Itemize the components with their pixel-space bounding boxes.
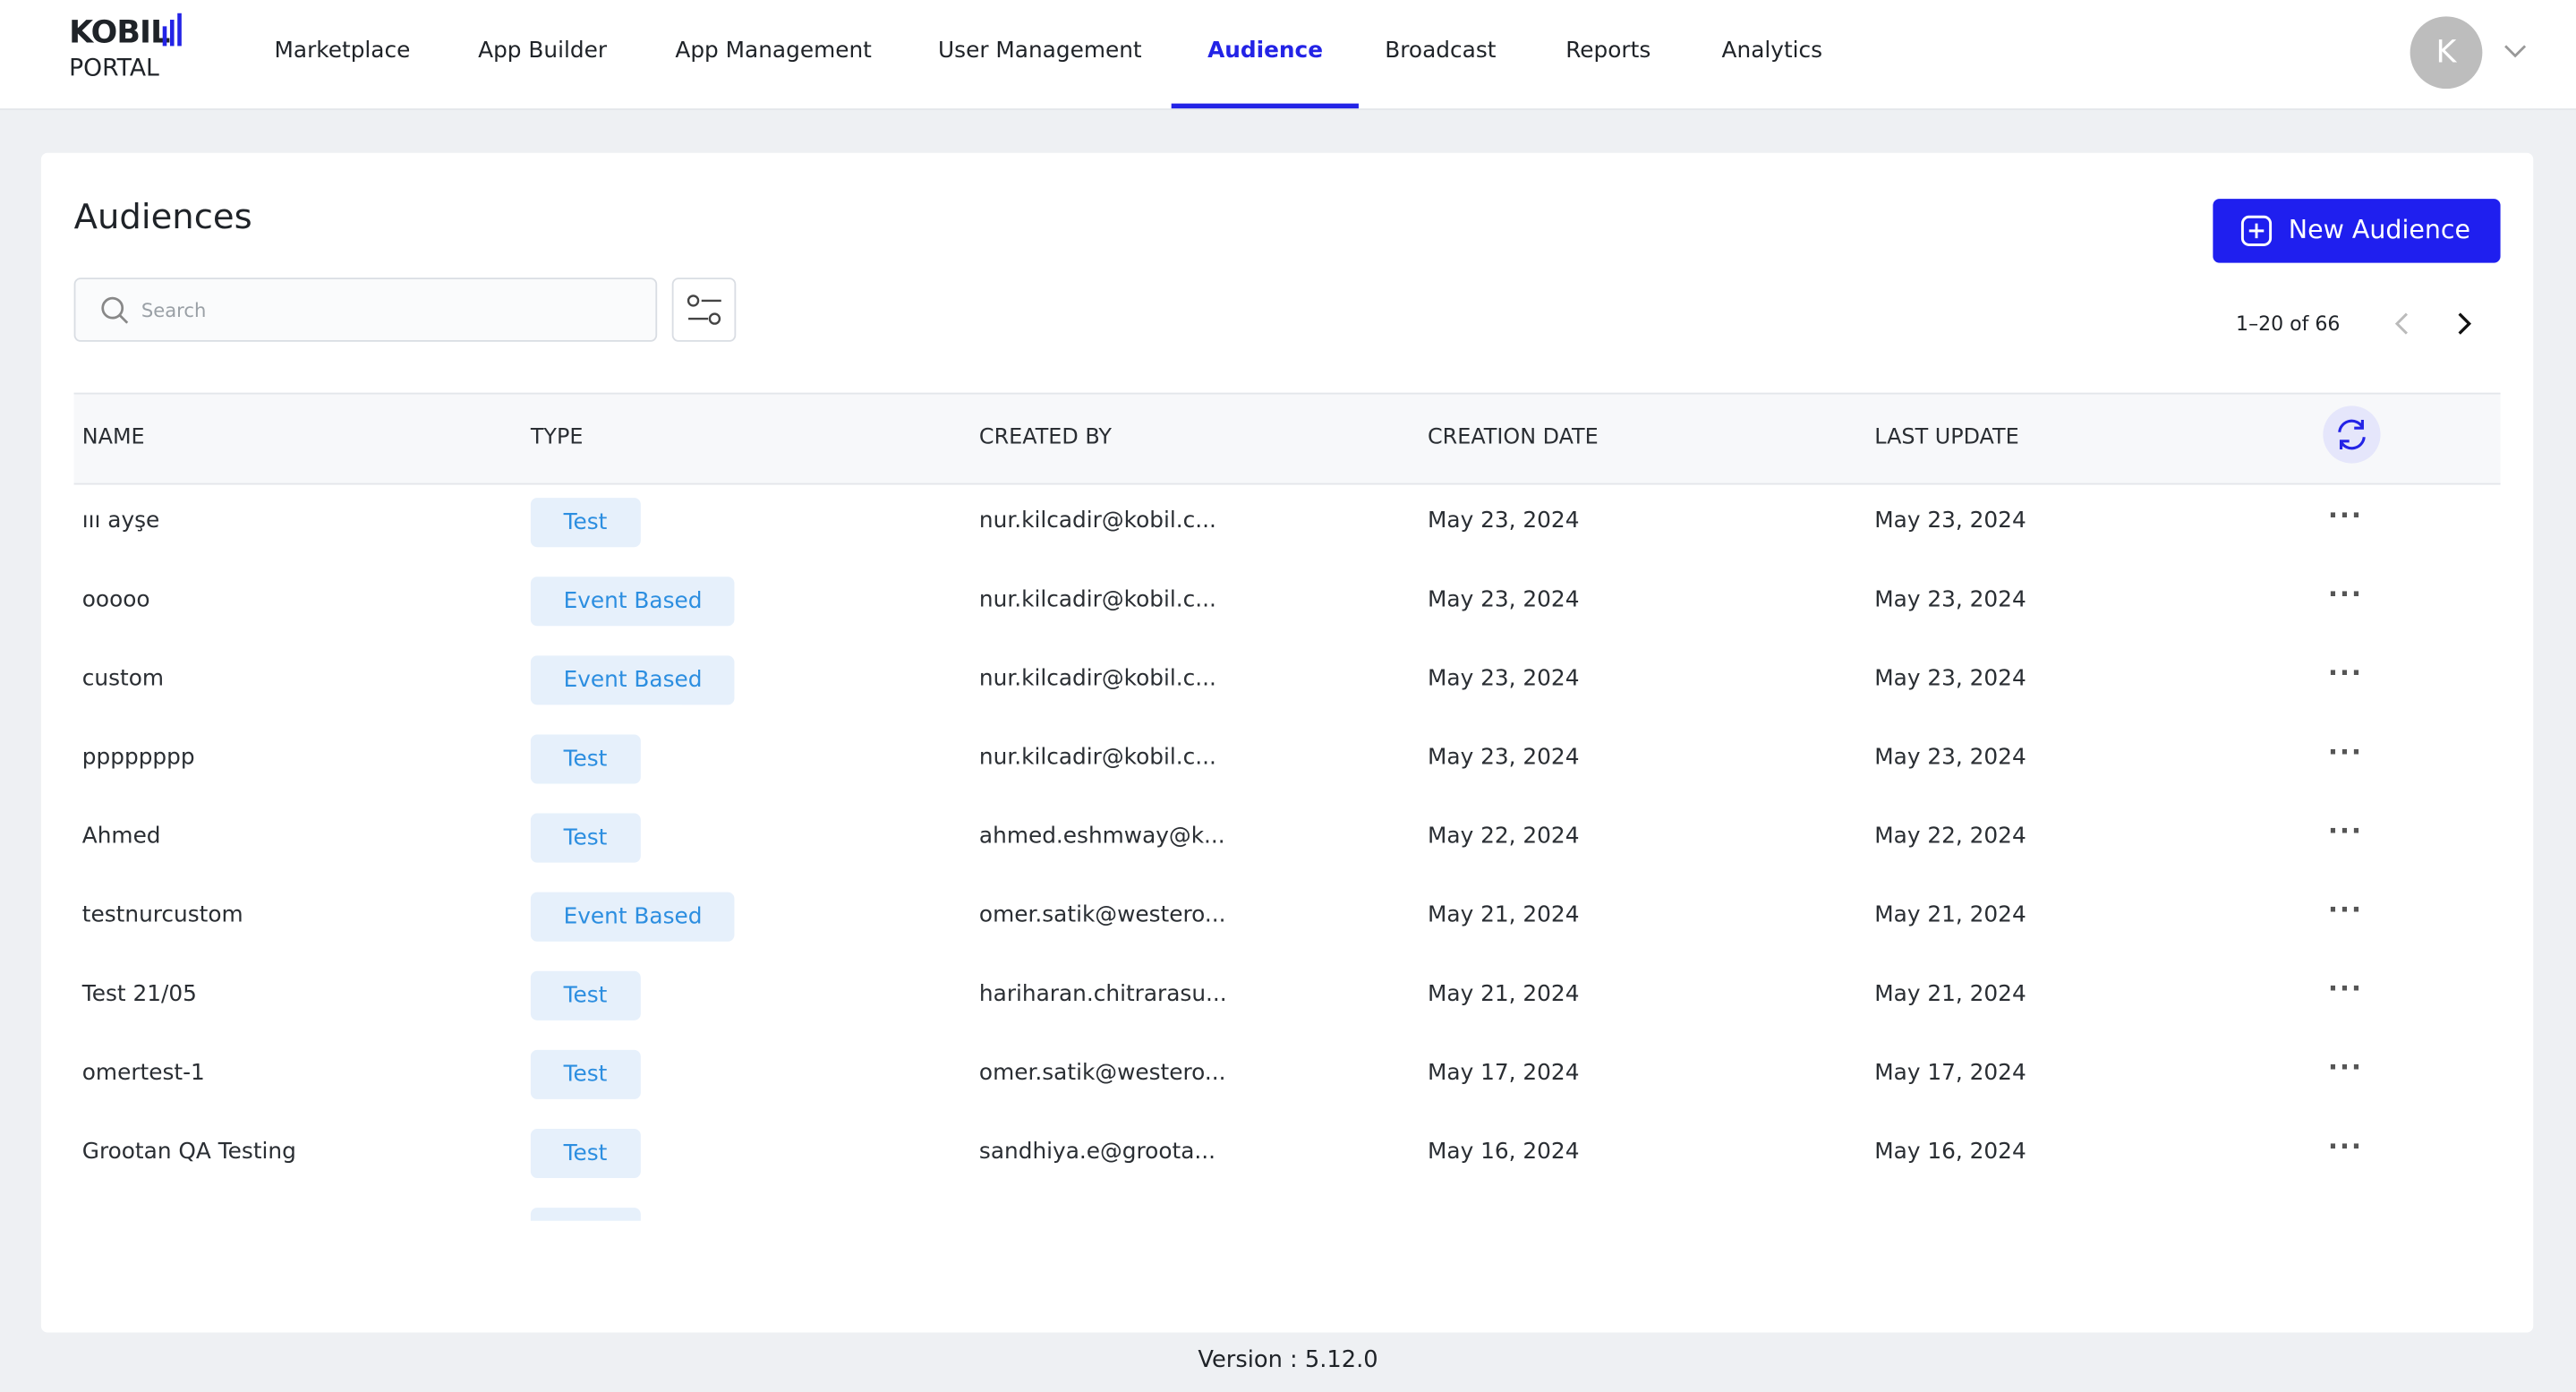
table-cell: pppppppp (81, 744, 195, 771)
nav-item[interactable]: Broadcast (1385, 38, 1497, 64)
table-cell: Test 21/05 (81, 980, 197, 1008)
table-cell: May 23, 2024 (1874, 665, 2026, 692)
table-cell: ooooo (81, 586, 150, 613)
pagination-text: 1–20 of 66 (2236, 312, 2341, 336)
row-actions[interactable]: ··· (2327, 657, 2363, 689)
table-cell: May 23, 2024 (1428, 744, 1580, 771)
column-header: TYPE (530, 425, 584, 450)
column-header: CREATED BY (978, 425, 1112, 450)
table-cell: hariharan.chitrarasu... (978, 980, 1227, 1008)
table-cell: May 23, 2024 (1428, 586, 1580, 613)
table-cell: Grootan QA Testing (81, 1138, 296, 1166)
page-title: Audiences (73, 197, 252, 237)
table-cell: custom (81, 665, 165, 692)
table-cell: May 22, 2024 (1428, 823, 1580, 850)
nav-active-underline (1171, 103, 1359, 109)
content-card (40, 152, 2534, 1333)
table-cell: May 23, 2024 (1874, 744, 2026, 771)
nav-item[interactable]: App Builder (478, 38, 608, 64)
logo-bars (162, 13, 182, 47)
search-input[interactable]: Search (73, 278, 658, 342)
refresh-button[interactable] (2323, 406, 2381, 464)
table-cell: May 23, 2024 (1874, 508, 2026, 534)
row-actions[interactable]: ··· (2327, 736, 2363, 768)
search-placeholder: Search (141, 299, 207, 322)
table-cell: May 23, 2024 (1428, 508, 1580, 534)
nav-item[interactable]: Reports (1565, 38, 1651, 64)
column-header: LAST UPDATE (1874, 425, 2019, 450)
row-actions[interactable]: ··· (2327, 815, 2363, 847)
nav-item[interactable]: Audience (1207, 38, 1324, 64)
table-cell: May 21, 2024 (1428, 901, 1580, 929)
top-bar: KOBIL PORTAL K Marketplace App Builder App… (0, 0, 2576, 110)
type-badge: Test (530, 1128, 641, 1179)
table-cell: sandhiya.e@groota... (978, 1138, 1216, 1166)
table-cell: omertest-1 (81, 1059, 205, 1087)
table-cell: May 16, 2024 (1874, 1138, 2026, 1166)
account-chevron[interactable] (2503, 43, 2527, 59)
logo-subtext: PORTAL (69, 56, 159, 82)
table-cell: nur.kilcadir@kobil.c... (978, 665, 1216, 692)
type-badge: Test (530, 734, 641, 784)
nav-item[interactable]: User Management (938, 38, 1142, 64)
table-cell: testnurcustom (81, 901, 243, 929)
next-page[interactable] (2454, 312, 2474, 336)
table-cell: nur.kilcadir@kobil.c... (978, 744, 1216, 771)
table-cell: May 21, 2024 (1428, 980, 1580, 1008)
type-badge: Test (530, 498, 641, 548)
version-text: Version : 5.12.0 (1198, 1347, 1378, 1374)
table-cell: May 17, 2024 (1428, 1059, 1580, 1087)
table-cell: May 21, 2024 (1874, 980, 2026, 1008)
new-audience-button[interactable]: New Audience (2213, 199, 2501, 263)
column-header: NAME (81, 425, 145, 450)
partial-badge (530, 1208, 641, 1221)
table-header (73, 392, 2501, 485)
filter-icon (687, 295, 721, 325)
table-cell: May 23, 2024 (1874, 586, 2026, 613)
type-badge: Test (530, 970, 641, 1021)
table-cell: May 16, 2024 (1428, 1138, 1580, 1166)
table-cell: ııı ayşe (81, 508, 160, 534)
column-header: CREATION DATE (1428, 425, 1599, 450)
type-badge: Event Based (530, 892, 736, 942)
search-icon (101, 296, 129, 324)
table-cell: nur.kilcadir@kobil.c... (978, 586, 1216, 613)
nav-item[interactable]: Analytics (1721, 38, 1823, 64)
table-cell: May 17, 2024 (1874, 1059, 2026, 1087)
filter-button[interactable] (671, 278, 737, 342)
nav-item[interactable]: App Management (675, 38, 872, 64)
row-actions[interactable]: ··· (2327, 1051, 2363, 1083)
table-cell: omer.satik@westero... (978, 1059, 1226, 1087)
plus-icon (2240, 215, 2273, 246)
row-actions[interactable]: ··· (2327, 578, 2363, 610)
table-cell: omer.satik@westero... (978, 901, 1226, 929)
row-actions[interactable]: ··· (2327, 1130, 2363, 1162)
table-cell: ahmed.eshmway@k... (978, 823, 1225, 850)
type-badge: Event Based (530, 576, 736, 627)
type-badge: Test (530, 1049, 641, 1099)
avatar[interactable]: K (2410, 16, 2483, 90)
table-cell: May 22, 2024 (1874, 823, 2026, 850)
table-cell: May 23, 2024 (1428, 665, 1580, 692)
table-cell: Ahmed (81, 823, 161, 850)
nav-item[interactable]: Marketplace (274, 38, 411, 64)
row-actions[interactable]: ··· (2327, 499, 2363, 531)
logo-text: KOBIL (69, 14, 170, 51)
button-label: New Audience (2288, 215, 2471, 245)
refresh-icon (2338, 419, 2366, 450)
prev-page[interactable] (2392, 312, 2411, 336)
table-cell: nur.kilcadir@kobil.c... (978, 508, 1216, 534)
row-actions[interactable]: ··· (2327, 972, 2363, 1004)
table-cell: May 21, 2024 (1874, 901, 2026, 929)
type-badge: Test (530, 813, 641, 863)
type-badge: Event Based (530, 655, 736, 705)
row-actions[interactable]: ··· (2327, 893, 2363, 926)
